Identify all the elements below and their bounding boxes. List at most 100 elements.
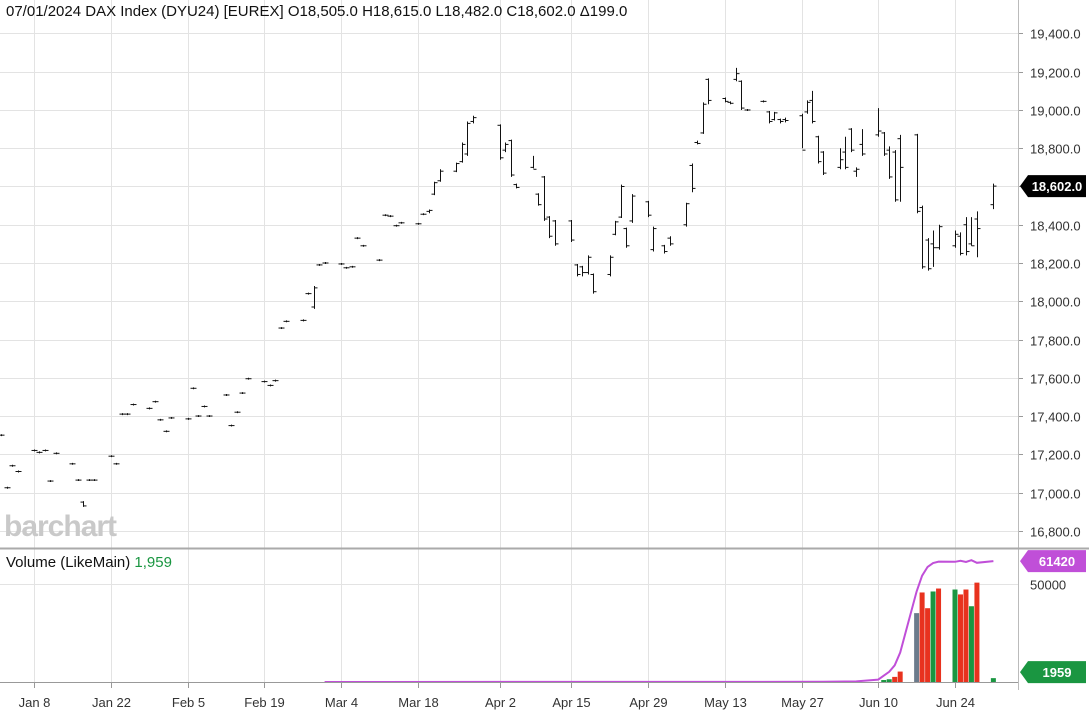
ohlc-bar bbox=[437, 169, 444, 182]
ohlc-bar bbox=[69, 462, 76, 465]
barchart-watermark: barchart bbox=[4, 510, 117, 543]
ohlc-bar bbox=[497, 124, 504, 160]
y-tick-label: 17,600.0 bbox=[1030, 372, 1081, 387]
ohlc-bar bbox=[146, 407, 153, 410]
ohlc-bar bbox=[267, 384, 274, 387]
ohlc-bar bbox=[9, 464, 16, 467]
open-interest-badge-text: 61420 bbox=[1039, 554, 1075, 569]
ohlc-bar bbox=[963, 217, 970, 256]
ohlc-bar bbox=[261, 380, 268, 383]
header-symbol: DAX Index (DYU24) [EUREX] bbox=[85, 3, 284, 20]
open-interest-badge: 61420 bbox=[1020, 550, 1086, 573]
ohlc-bar bbox=[799, 113, 806, 151]
x-tick-label: Jan 8 bbox=[19, 695, 51, 710]
ohlc-bar bbox=[113, 462, 120, 465]
ohlc-bar bbox=[513, 183, 520, 189]
y-tick-label: 17,000.0 bbox=[1030, 487, 1081, 502]
volume-bar bbox=[886, 679, 892, 682]
volume-tick-label: 50000 bbox=[1030, 578, 1066, 593]
ohlc-bar bbox=[777, 118, 784, 124]
ohlc-bar bbox=[360, 244, 367, 247]
ohlc-bar bbox=[815, 135, 822, 164]
open-interest-badge-shape bbox=[1020, 550, 1086, 573]
x-tick-label: Apr 29 bbox=[629, 695, 667, 710]
ohlc-bar bbox=[546, 216, 553, 239]
ohlc-bar bbox=[508, 139, 515, 177]
volume-bar bbox=[968, 606, 974, 682]
x-tick-label: Mar 18 bbox=[398, 695, 438, 710]
ohlc-bar bbox=[311, 285, 318, 309]
ohlc-bar bbox=[223, 394, 230, 396]
ohlc-bar bbox=[278, 327, 285, 329]
ohlc-bar bbox=[47, 480, 54, 483]
ohlc-bar bbox=[206, 415, 213, 417]
ohlc-bar bbox=[420, 213, 427, 216]
ohlc-bar bbox=[152, 400, 159, 403]
last-price-badge-shape bbox=[1020, 175, 1086, 198]
ohlc-bar bbox=[804, 100, 811, 114]
ohlc-bar bbox=[80, 501, 87, 507]
x-tick-label: Jan 22 bbox=[92, 695, 131, 710]
ohlc-bar bbox=[195, 415, 202, 417]
ohlc-bar bbox=[157, 418, 164, 421]
open-interest-line bbox=[324, 559, 994, 683]
volume-bar bbox=[919, 592, 925, 682]
grid-lines bbox=[0, 0, 1018, 688]
volume-bar bbox=[881, 680, 887, 682]
x-tick-label: Apr 2 bbox=[485, 695, 516, 710]
ohlc-bar bbox=[398, 221, 405, 224]
ohlc-bar bbox=[239, 392, 246, 395]
ohlc-bar bbox=[283, 320, 290, 323]
ohlc-bar bbox=[936, 224, 943, 250]
ohlc-bar bbox=[316, 263, 323, 266]
ohlc-bar bbox=[124, 413, 131, 416]
ohlc-bar bbox=[75, 479, 82, 482]
ohlc-bar bbox=[837, 148, 844, 170]
ohlc-bar bbox=[36, 451, 43, 454]
ohlc-bar bbox=[464, 121, 471, 156]
ohlc-bar bbox=[842, 136, 849, 170]
ohlc-bar bbox=[694, 140, 701, 145]
ohlc-bar bbox=[683, 202, 690, 227]
ohlc-bar bbox=[431, 181, 438, 196]
ohlc-bar bbox=[886, 146, 893, 179]
y-tick-label: 18,400.0 bbox=[1030, 219, 1081, 234]
ohlc-bar bbox=[820, 151, 827, 176]
volume-header: Volume (LikeMain) 1,959 bbox=[6, 554, 172, 571]
ohlc-bar bbox=[881, 131, 888, 156]
ohlc-bar bbox=[190, 387, 197, 390]
y-tick-label: 18,000.0 bbox=[1030, 295, 1081, 310]
volume-bar bbox=[930, 591, 936, 682]
ohlc-bar bbox=[453, 162, 460, 173]
x-tick-label: May 13 bbox=[704, 695, 747, 710]
header-low: L18,482.0 bbox=[435, 3, 503, 20]
ohlc-bar bbox=[848, 128, 855, 153]
ohlc-bar bbox=[228, 424, 235, 427]
ohlc-bar bbox=[925, 238, 932, 271]
ohlc-bar bbox=[738, 80, 745, 110]
volume-bar bbox=[952, 589, 958, 682]
ohlc-bar bbox=[875, 108, 882, 137]
ohlc-bar bbox=[661, 244, 668, 254]
ohlc-bar bbox=[552, 219, 559, 246]
ohlc-bar bbox=[574, 263, 581, 277]
ohlc-bar bbox=[201, 405, 208, 408]
ohlc-bar bbox=[579, 265, 586, 277]
x-tick-label: May 27 bbox=[781, 695, 824, 710]
header-close: C18,602.0 bbox=[506, 3, 576, 20]
ohlc-bar bbox=[530, 155, 537, 170]
ohlc-bar bbox=[919, 205, 926, 269]
ohlc-bar bbox=[343, 266, 350, 269]
x-tick-label: Mar 4 bbox=[325, 695, 358, 710]
ohlc-bar bbox=[859, 129, 866, 156]
ohlc-bar bbox=[766, 110, 773, 124]
last-volume-badge-text: 1959 bbox=[1043, 665, 1072, 680]
volume-bar bbox=[974, 582, 980, 682]
ohlc-bar bbox=[272, 379, 279, 382]
ohlc-bar bbox=[108, 455, 115, 458]
ohlc-bar bbox=[612, 220, 619, 236]
y-tick-label: 19,200.0 bbox=[1030, 66, 1081, 81]
ohlc-bar bbox=[322, 262, 329, 264]
